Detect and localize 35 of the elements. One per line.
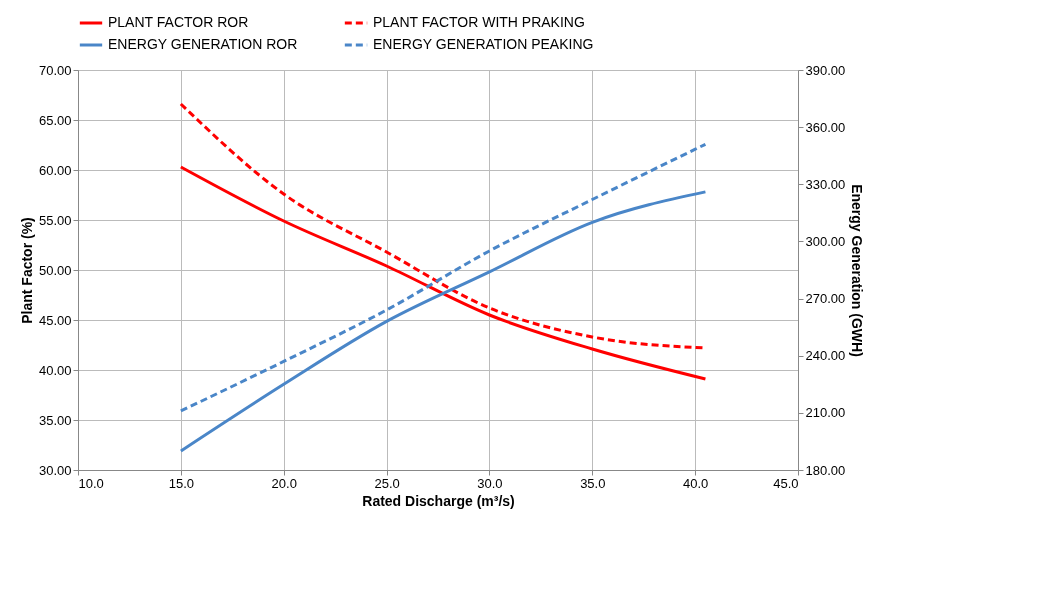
y2-tick-label: 300.00 — [805, 233, 846, 249]
x-tick-label: 25.0 — [374, 475, 400, 491]
y-tick-label: 55.00 — [38, 212, 72, 228]
line-series — [179, 142, 707, 413]
y-tick-label: 35.00 — [38, 412, 72, 428]
y2-tick-label: 360.00 — [805, 119, 846, 135]
legend-label: PLANT FACTOR WITH PRAKING — [373, 14, 585, 30]
y-tick-label: 45.00 — [38, 312, 72, 328]
y-tick-label: 30.00 — [38, 462, 72, 478]
x-tick-label: 40.0 — [682, 475, 709, 491]
x-tick-label: 30.0 — [477, 475, 503, 491]
y-tick-label: 70.00 — [38, 62, 72, 78]
y2-tick-label: 390.00 — [805, 62, 846, 78]
y2-tick-label: 270.00 — [805, 291, 846, 307]
x-tick-label: 20.0 — [271, 475, 297, 491]
legend-label: PLANT FACTOR ROR — [108, 14, 249, 30]
y-tick-label: 40.00 — [38, 362, 72, 378]
x-tick-label: 15.0 — [168, 475, 195, 491]
legend-label: ENERGY GENERATION ROR — [108, 36, 298, 52]
line-series — [179, 190, 707, 453]
x-tick-label: 35.0 — [580, 475, 606, 491]
y2-tick-label: 180.00 — [805, 462, 846, 478]
y2-tick-label: 330.00 — [805, 176, 846, 192]
y2-tick-label: 210.00 — [805, 405, 846, 421]
y2-axis-title: Energy Generation (GWH) — [849, 184, 866, 357]
y-tick-label: 50.00 — [38, 262, 72, 278]
y-tick-label: 60.00 — [38, 162, 72, 178]
y-tick-label: 65.00 — [38, 112, 72, 128]
x-tick-label: 45.0 — [773, 475, 799, 491]
legend-label: ENERGY GENERATION PEAKING — [373, 36, 594, 52]
x-tick-label: 10.0 — [78, 475, 104, 491]
x-axis-title: Rated Discharge (m³/s) — [362, 492, 515, 509]
y2-tick-label: 240.00 — [805, 348, 846, 364]
line-series — [179, 165, 707, 381]
y-axis-title: Plant Factor (%) — [18, 217, 35, 324]
